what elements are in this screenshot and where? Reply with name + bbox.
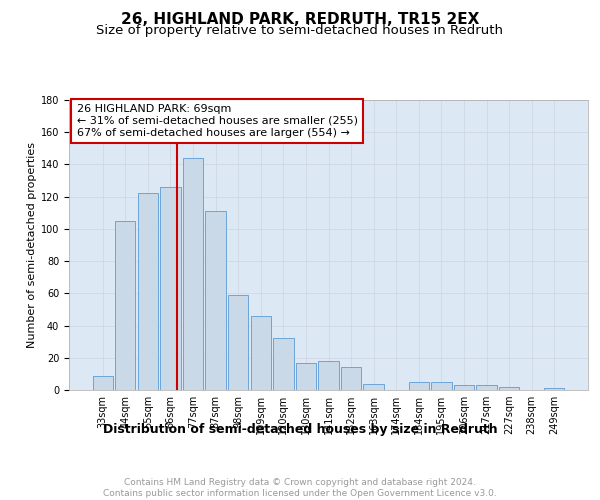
Text: Distribution of semi-detached houses by size in Redruth: Distribution of semi-detached houses by … (103, 422, 497, 436)
Bar (409, 382, 429, 390)
Bar (364, 384, 384, 390)
Bar (138, 194, 158, 390)
Bar (341, 368, 361, 390)
Bar (454, 385, 474, 390)
Bar (205, 211, 226, 390)
Text: Contains HM Land Registry data © Crown copyright and database right 2024.
Contai: Contains HM Land Registry data © Crown c… (103, 478, 497, 498)
Bar (251, 316, 271, 390)
Bar (544, 388, 565, 390)
Bar (476, 385, 497, 390)
Bar (115, 221, 136, 390)
Bar (319, 361, 338, 390)
Bar (92, 376, 113, 390)
Bar (296, 362, 316, 390)
Bar (431, 382, 452, 390)
Bar (273, 338, 293, 390)
Bar (499, 387, 519, 390)
Y-axis label: Number of semi-detached properties: Number of semi-detached properties (26, 142, 37, 348)
Bar (228, 295, 248, 390)
Bar (183, 158, 203, 390)
Text: 26, HIGHLAND PARK, REDRUTH, TR15 2EX: 26, HIGHLAND PARK, REDRUTH, TR15 2EX (121, 12, 479, 28)
Bar (160, 187, 181, 390)
Text: Size of property relative to semi-detached houses in Redruth: Size of property relative to semi-detach… (97, 24, 503, 37)
Text: 26 HIGHLAND PARK: 69sqm
← 31% of semi-detached houses are smaller (255)
67% of s: 26 HIGHLAND PARK: 69sqm ← 31% of semi-de… (77, 104, 358, 138)
